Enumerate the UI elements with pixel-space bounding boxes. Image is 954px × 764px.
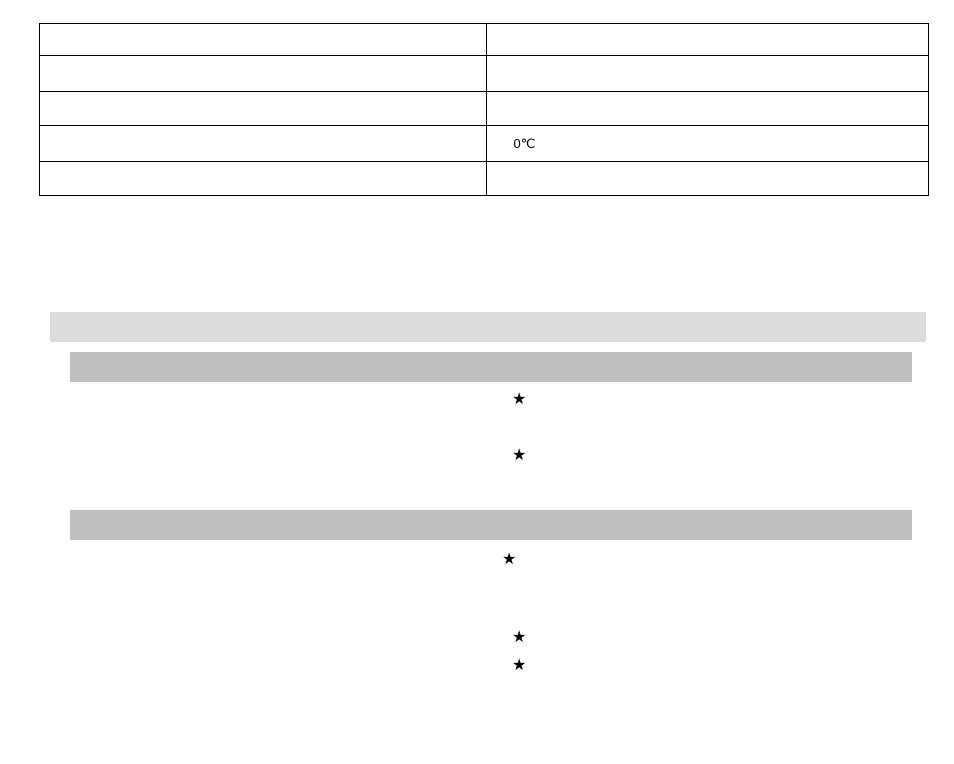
table-cell bbox=[40, 24, 487, 56]
table-cell bbox=[487, 92, 929, 126]
highlight-bar bbox=[50, 312, 926, 342]
table-cell bbox=[487, 162, 929, 196]
table-row bbox=[40, 162, 929, 196]
star-icon: ★ bbox=[502, 552, 516, 568]
table-cell bbox=[487, 56, 929, 92]
star-icon: ★ bbox=[512, 448, 526, 464]
table-row bbox=[40, 56, 929, 92]
spec-table-body: 0℃ bbox=[40, 24, 929, 196]
table-row bbox=[40, 24, 929, 56]
table-cell bbox=[40, 162, 487, 196]
table-cell bbox=[40, 126, 487, 162]
star-icon: ★ bbox=[512, 392, 526, 408]
table-cell bbox=[487, 24, 929, 56]
spec-table: 0℃ bbox=[39, 23, 929, 196]
table-cell: 0℃ bbox=[487, 126, 929, 162]
highlight-bar bbox=[70, 510, 912, 540]
table-row: 0℃ bbox=[40, 126, 929, 162]
table-cell bbox=[40, 92, 487, 126]
table-cell bbox=[40, 56, 487, 92]
highlight-bar bbox=[70, 352, 912, 382]
table-row bbox=[40, 92, 929, 126]
star-icon: ★ bbox=[512, 658, 526, 674]
star-icon: ★ bbox=[512, 630, 526, 646]
